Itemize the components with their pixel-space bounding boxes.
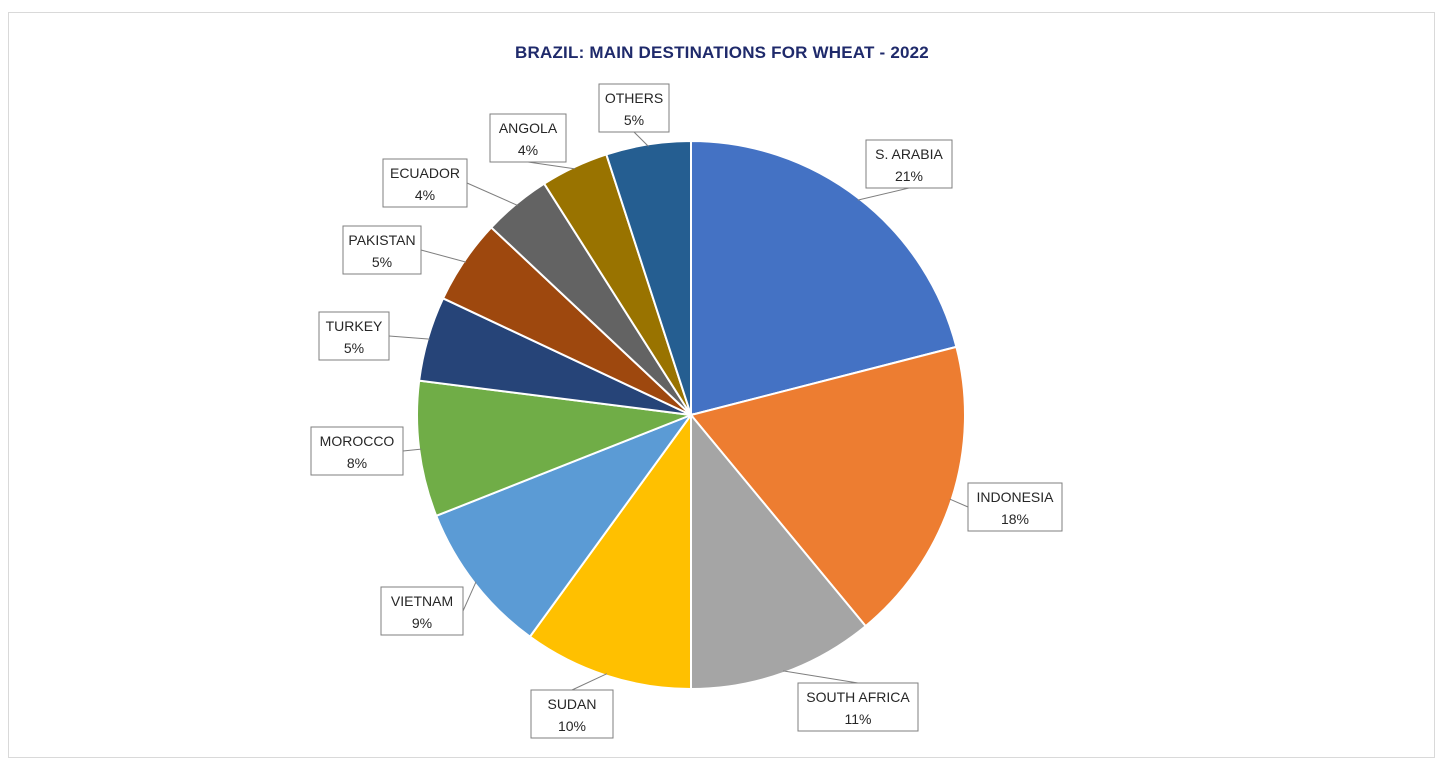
leader-line-angola [527,161,576,170]
leader-line-pakistan [420,249,467,263]
category-label-turkey: TURKEY [326,318,383,334]
category-label-indonesia: INDONESIA [976,489,1054,505]
leader-line-morocco [402,448,422,452]
leader-line-turkey [388,335,430,340]
label-box-s-arabia [865,139,953,189]
pie-slice-sudan [528,411,692,691]
leader-line-sudan [571,673,608,691]
label-box-sudan [530,689,614,739]
chart-title: BRAZIL: MAIN DESTINATIONS FOR WHEAT - 20… [515,43,929,62]
value-label-pakistan: 5% [372,254,392,270]
category-label-others: OTHERS [605,90,663,106]
leader-line-s-arabia [857,187,910,201]
pie-callouts: S. ARABIA 21% INDONESIA 18% SOUTH AFRICA 11% S… [310,83,1063,739]
value-label-s-arabia: 21% [895,168,923,184]
pie-slice-s-arabia [690,139,958,417]
label-box-pakistan [342,225,422,275]
value-label-sudan: 10% [558,718,586,734]
leader-line-indonesia [949,498,969,508]
value-label-ecuador: 4% [415,187,435,203]
category-label-morocco: MOROCCO [320,433,395,449]
label-box-ecuador [382,158,468,208]
category-label-ecuador: ECUADOR [390,165,460,181]
category-label-pakistan: PAKISTAN [348,232,415,248]
category-label-s-arabia: S. ARABIA [875,146,943,162]
value-label-indonesia: 18% [1001,511,1029,527]
leader-line-vietnam [462,581,477,612]
pie-slice-vietnam [434,412,694,639]
label-box-morocco [310,426,404,476]
value-label-vietnam: 9% [412,615,432,631]
label-box-south-africa [797,682,919,732]
value-label-south-africa: 11% [845,711,872,727]
label-box-indonesia [967,482,1063,532]
leader-line-south-africa [783,670,859,684]
pie-slices [416,139,966,691]
label-box-turkey [318,311,390,361]
value-label-angola: 4% [518,142,538,158]
pie-slice-others [605,139,692,416]
category-label-angola: ANGOLA [499,120,558,136]
category-label-vietnam: VIETNAM [391,593,453,609]
label-box-vietnam [380,586,464,636]
category-label-south-africa: SOUTH AFRICA [806,689,910,705]
pie-slice-south-africa [690,412,868,691]
label-box-angola [489,113,567,163]
value-label-morocco: 8% [347,455,367,471]
leader-line-ecuador [466,182,518,206]
leader-line-others [633,131,649,147]
value-label-turkey: 5% [344,340,364,356]
category-label-sudan: SUDAN [547,696,596,712]
value-label-others: 5% [624,112,644,128]
label-box-others [598,83,670,133]
